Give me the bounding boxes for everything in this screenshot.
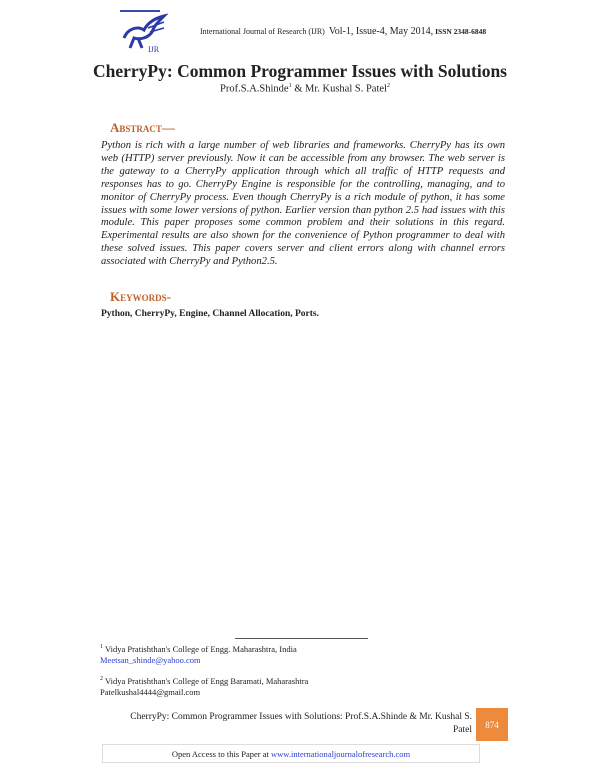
keywords-text: Python, CherryPy, Engine, Channel Alloca… <box>101 309 319 319</box>
journal-url-link[interactable]: www.internationaljournalofresearch.com <box>270 748 411 759</box>
paper-title: CherryPy: Common Programmer Issues with … <box>93 61 507 81</box>
svg-text:IJR: IJR <box>148 45 160 54</box>
volume-info: Vol-1, Issue-4, May 2014, <box>328 26 434 37</box>
page-number: 874 <box>476 708 508 741</box>
footer-line-2: Patel <box>453 725 472 735</box>
issn: ISSN 2348-6848 <box>435 27 487 36</box>
email: Patelkushal4444@gmail.com <box>100 686 201 697</box>
footnote-divider <box>235 638 368 639</box>
authors: Prof.S.A.Shinde1 & Mr. Kushal S. Patel2 <box>0 83 600 95</box>
author-separator: & <box>291 83 305 95</box>
footer-line-1: CherryPy: Common Programmer Issues with … <box>130 712 472 722</box>
author-2: Mr. Kushal S. Patel <box>305 83 387 95</box>
open-access-box: Open Access to this Paper at www.interna… <box>102 744 480 763</box>
author-1-mark: 1 <box>288 83 292 89</box>
footnote-mark: 2 <box>100 676 103 682</box>
author-2-mark: 2 <box>386 83 390 89</box>
abstract-text: Python is rich with a large number of we… <box>101 140 505 268</box>
footnote-1: 1 Vidya Pratishthan's College of Engg. M… <box>100 642 297 666</box>
footnote-mark: 1 <box>100 644 103 650</box>
affiliation: Vidya Pratishthan's College of Engg. Mah… <box>104 643 297 654</box>
running-footer: CherryPy: Common Programmer Issues with … <box>100 711 472 737</box>
email-link[interactable]: Meetsan_shinde@yahoo.com <box>100 654 201 665</box>
author-1: Prof.S.A.Shinde <box>220 83 289 95</box>
abstract-heading: Abstract— <box>110 120 175 135</box>
journal-name: International Journal of Research (IJR) <box>200 27 325 36</box>
keywords-heading: Keywords- <box>110 289 171 304</box>
journal-header: International Journal of Research (IJR) … <box>200 26 486 37</box>
ijr-logo: IJR <box>120 10 168 54</box>
footnote-2: 2 Vidya Pratishthan's College of Engg Ba… <box>100 674 308 698</box>
open-access-text: Open Access to this Paper at <box>171 748 269 759</box>
affiliation: Vidya Pratishthan's College of Engg Bara… <box>104 675 309 686</box>
